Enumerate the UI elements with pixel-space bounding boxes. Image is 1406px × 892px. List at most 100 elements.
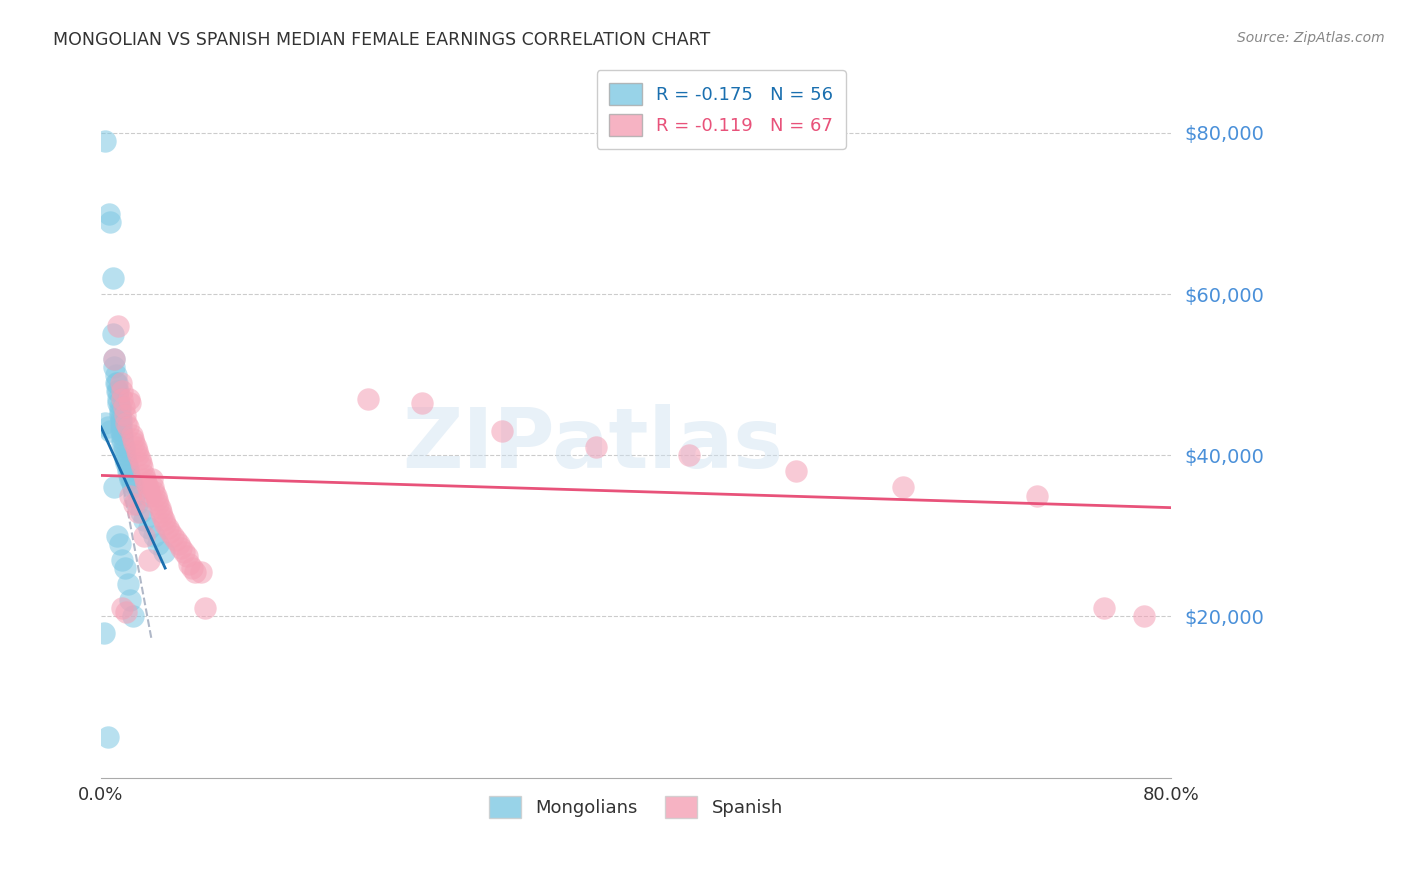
Point [108, 408, 131, 422]
Point [94, 134, 117, 148]
Point [122, 432, 145, 446]
Point [101, 271, 124, 285]
Point [110, 412, 132, 426]
Point [585, 440, 607, 454]
Point [107, 319, 129, 334]
Point [134, 472, 156, 486]
Point [139, 489, 162, 503]
Point [111, 432, 134, 446]
Point [132, 468, 155, 483]
Point [128, 452, 150, 467]
Text: Source: ZipAtlas.com: Source: ZipAtlas.com [1237, 31, 1385, 45]
Point [129, 456, 152, 470]
Point [98, 424, 121, 438]
Point [111, 436, 134, 450]
Point [110, 376, 132, 390]
Point [108, 537, 131, 551]
Point [103, 359, 125, 374]
Point [135, 476, 157, 491]
Point [153, 516, 176, 531]
Point [183, 565, 205, 579]
Point [115, 416, 138, 430]
Point [98, 206, 121, 220]
Point [103, 351, 125, 366]
Point [118, 392, 141, 406]
Point [138, 521, 160, 535]
Point [114, 408, 136, 422]
Point [145, 489, 167, 503]
Point [411, 396, 433, 410]
Point [108, 404, 131, 418]
Point [190, 565, 212, 579]
Point [103, 481, 125, 495]
Point [143, 529, 166, 543]
Point [124, 497, 146, 511]
Point [117, 420, 139, 434]
Point [194, 601, 217, 615]
Point [101, 327, 124, 342]
Point [142, 481, 165, 495]
Point [93, 625, 115, 640]
Point [165, 533, 187, 547]
Point [120, 396, 142, 410]
Point [114, 452, 136, 467]
Point [127, 505, 149, 519]
Point [136, 481, 159, 495]
Point [141, 472, 163, 486]
Point [357, 392, 380, 406]
Point [110, 420, 132, 434]
Point [179, 557, 201, 571]
Point [162, 529, 184, 543]
Point [153, 545, 176, 559]
Point [120, 489, 142, 503]
Point [124, 489, 146, 503]
Point [104, 368, 127, 382]
Point [114, 448, 136, 462]
Point [156, 521, 179, 535]
Point [117, 577, 139, 591]
Point [112, 440, 135, 454]
Point [143, 484, 166, 499]
Point [152, 508, 174, 523]
Point [104, 376, 127, 390]
Point [491, 424, 513, 438]
Point [94, 416, 117, 430]
Point [176, 549, 198, 563]
Point [678, 448, 700, 462]
Point [98, 214, 121, 228]
Point [97, 420, 120, 434]
Point [107, 392, 129, 406]
Point [111, 384, 134, 398]
Point [180, 561, 202, 575]
Point [153, 513, 176, 527]
Point [170, 541, 193, 555]
Point [148, 497, 170, 511]
Point [138, 553, 160, 567]
Text: ZIPatlas: ZIPatlas [402, 404, 783, 485]
Point [111, 553, 134, 567]
Point [115, 606, 138, 620]
Point [1026, 489, 1049, 503]
Point [108, 400, 131, 414]
Point [131, 460, 153, 475]
Point [114, 561, 136, 575]
Point [105, 529, 128, 543]
Point [891, 481, 914, 495]
Point [167, 537, 190, 551]
Point [97, 731, 120, 745]
Point [105, 384, 128, 398]
Point [112, 444, 135, 458]
Point [125, 440, 148, 454]
Point [122, 481, 145, 495]
Point [1092, 601, 1115, 615]
Point [1133, 609, 1156, 624]
Point [122, 609, 145, 624]
Point [159, 524, 181, 539]
Point [107, 384, 129, 398]
Point [115, 456, 138, 470]
Point [117, 460, 139, 475]
Point [105, 376, 128, 390]
Point [146, 492, 169, 507]
Point [124, 436, 146, 450]
Point [149, 500, 172, 515]
